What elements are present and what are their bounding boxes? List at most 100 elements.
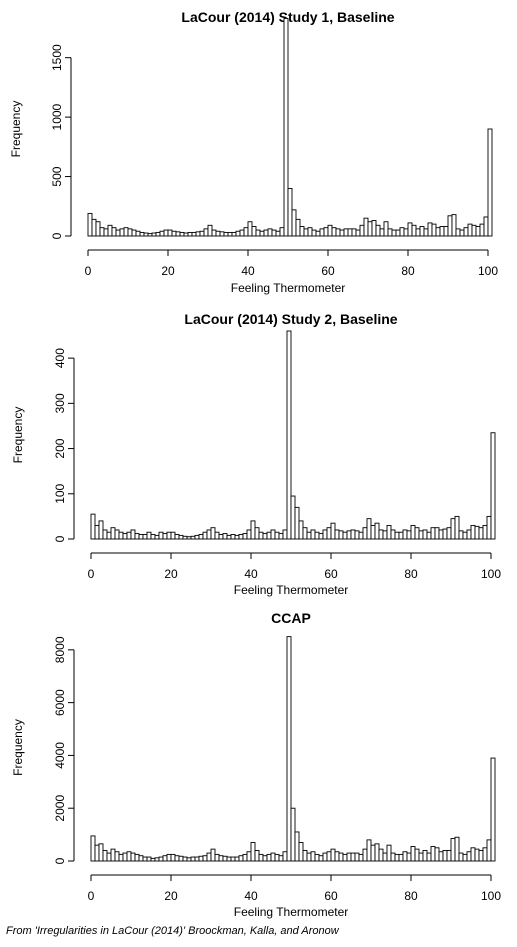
histogram-bar — [426, 531, 432, 540]
histogram-bar — [159, 230, 165, 237]
histogram-bar — [166, 853, 172, 862]
x-tick-label: 40 — [241, 264, 255, 278]
x-axis-label: Feeling Thermometer — [234, 583, 349, 597]
histogram-bar — [290, 807, 296, 862]
histogram-bar — [306, 531, 312, 540]
histogram-bar — [91, 218, 97, 237]
histogram-bar — [242, 533, 248, 540]
histogram-bar — [406, 530, 412, 540]
histogram-bar — [102, 849, 108, 862]
histogram-bar — [163, 229, 169, 237]
histogram-bar — [379, 228, 385, 237]
histogram-bar — [183, 232, 189, 237]
histogram-bar — [222, 855, 228, 862]
histogram-bar — [294, 506, 300, 540]
histogram-bar — [122, 533, 128, 540]
histogram-bar — [291, 209, 297, 237]
x-tick-label: 0 — [88, 889, 95, 903]
histogram-bar — [462, 853, 468, 862]
histogram-bar — [286, 330, 292, 540]
histogram-bar — [234, 534, 240, 540]
histogram-bar — [147, 233, 153, 237]
histogram-bar — [323, 227, 329, 237]
histogram-bar — [271, 229, 277, 237]
chart-title: LaCour (2014) Study 1, Baseline — [181, 9, 394, 25]
histogram-bar — [346, 852, 352, 862]
histogram-bar — [102, 529, 108, 540]
histogram-bar — [458, 852, 464, 862]
histogram-panel-2: LaCour (2014) Study 2, Baseline 0 20 40 60 80… — [11, 311, 501, 597]
histogram-bar — [251, 226, 257, 237]
histogram-bar — [191, 231, 197, 237]
histogram-bar — [314, 853, 320, 862]
histogram-bar — [154, 534, 160, 540]
x-tick-label: 100 — [481, 567, 501, 581]
histogram-bar — [310, 851, 316, 862]
histogram-bar — [131, 229, 137, 237]
histogram-bar — [478, 849, 484, 862]
histogram-bar — [458, 530, 464, 540]
histogram-bar — [202, 855, 208, 862]
histogram-bar — [170, 531, 176, 540]
histogram-bar — [490, 432, 496, 540]
histogram-bar — [486, 839, 492, 862]
histogram-bar — [306, 852, 312, 862]
histogram-bar — [215, 230, 221, 237]
histogram-bar — [130, 852, 136, 862]
histogram-bar — [254, 527, 260, 540]
histogram-bar — [119, 228, 125, 237]
histogram-bar — [355, 229, 361, 237]
histogram-bar — [198, 534, 204, 540]
y-tick-label: 1000 — [50, 103, 64, 130]
histogram-bar — [351, 228, 357, 237]
y-axis-label: Frequency — [11, 719, 25, 776]
histogram-bar — [238, 855, 244, 862]
histogram-bar — [466, 529, 472, 540]
histogram-bar — [142, 856, 148, 862]
histogram-bar — [430, 527, 436, 540]
histogram-bar — [90, 513, 96, 540]
histogram-bar — [122, 852, 128, 862]
histogram-bar — [211, 229, 217, 237]
histogram-bar — [326, 851, 332, 862]
histogram-bar — [390, 529, 396, 540]
histogram-bar — [87, 212, 93, 237]
histogram-bar — [270, 852, 276, 862]
histogram-bar — [146, 856, 152, 862]
histogram-bar — [123, 227, 129, 237]
histogram-bar — [398, 531, 404, 540]
histogram-bar — [250, 842, 256, 862]
histogram-bar — [430, 846, 436, 862]
histogram-bar — [263, 229, 269, 237]
histogram-bar — [167, 229, 173, 237]
histogram-bar — [479, 223, 485, 237]
histogram-bar — [370, 524, 376, 540]
histogram-bar — [110, 848, 116, 862]
histogram-bar — [471, 224, 477, 237]
histogram-bar — [415, 228, 421, 237]
histogram-bar — [447, 215, 453, 237]
histogram-bar — [222, 533, 228, 540]
histogram-bar — [487, 128, 493, 237]
histogram-bar — [454, 836, 460, 862]
histogram-bar — [459, 229, 465, 237]
histogram-bar — [127, 228, 133, 237]
histogram-bar — [151, 232, 157, 237]
histogram-bar — [314, 531, 320, 540]
histogram-bar — [302, 849, 308, 862]
histogram-bar — [470, 524, 476, 540]
histogram-bar — [270, 529, 276, 540]
histogram-bar — [398, 853, 404, 862]
histogram-bar — [126, 851, 132, 862]
histogram-bar — [98, 520, 104, 540]
histogram-bar — [375, 224, 381, 237]
histogram-bar — [134, 853, 140, 862]
histogram-bar — [426, 852, 432, 862]
histogram-bar — [138, 855, 144, 862]
histogram-bar — [243, 227, 249, 237]
histogram-bar — [335, 228, 341, 237]
histogram-bar — [150, 534, 156, 540]
histogram-bar — [318, 533, 324, 540]
histogram-bar — [443, 226, 449, 237]
histogram-bar — [303, 228, 309, 237]
